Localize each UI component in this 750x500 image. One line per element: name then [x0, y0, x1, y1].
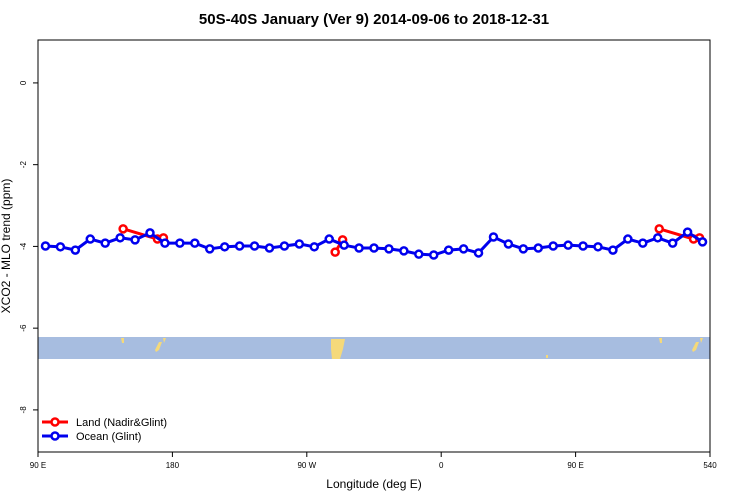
- data-point: [115, 233, 125, 243]
- data-point: [533, 243, 544, 253]
- x-tick-label: 90 W: [297, 461, 316, 470]
- x-axis-label: Longitude (deg E): [326, 477, 421, 491]
- data-point: [608, 245, 618, 255]
- x-tick-label: 90 E: [30, 461, 46, 470]
- data-point: [70, 245, 81, 255]
- data-point: [667, 238, 678, 248]
- data-point: [330, 247, 340, 257]
- data-point: [175, 238, 185, 248]
- legend-marker: [50, 417, 60, 427]
- data-point: [264, 243, 275, 253]
- data-point: [354, 243, 364, 253]
- x-tick-label: 0: [439, 461, 444, 470]
- data-point: [623, 234, 633, 244]
- legend: Land (Nadir&Glint) Ocean (Glint): [42, 417, 167, 443]
- data-point: [249, 241, 260, 251]
- legend-label: Land (Nadir&Glint): [76, 417, 167, 429]
- data-point: [100, 238, 110, 248]
- x-tick-label: 180: [166, 461, 180, 470]
- y-tick-label: 0: [19, 80, 28, 85]
- data-point: [204, 244, 215, 254]
- x-tick-label: 90 E: [567, 461, 583, 470]
- legend-marker: [50, 431, 60, 441]
- data-point: [294, 239, 305, 249]
- y-tick-label: -2: [19, 161, 28, 169]
- data-point: [428, 250, 439, 260]
- data-point: [324, 234, 334, 244]
- data-point: [219, 242, 230, 252]
- data-point: [145, 228, 155, 238]
- data-point: [130, 235, 140, 245]
- data-point: [682, 227, 693, 237]
- ocean-band: [38, 337, 710, 359]
- data-point: [190, 238, 200, 248]
- data-point: [234, 241, 245, 251]
- data-point: [593, 242, 603, 252]
- data-point: [339, 240, 349, 250]
- map-strip: [38, 337, 710, 359]
- data-point: [55, 242, 66, 252]
- data-point: [458, 244, 469, 254]
- data-point: [503, 239, 514, 249]
- data-point: [697, 237, 708, 247]
- data-point: [548, 241, 558, 251]
- y-tick-label: -4: [19, 242, 28, 250]
- data-point: [369, 243, 379, 253]
- data-point: [160, 238, 170, 248]
- data-point: [384, 244, 394, 254]
- data-point: [638, 238, 648, 248]
- data-point: [488, 232, 499, 242]
- x-tick-label: 540: [703, 461, 717, 470]
- y-tick-label: -8: [19, 406, 28, 414]
- data-point: [309, 242, 320, 252]
- data-point: [473, 248, 484, 258]
- data-point: [414, 249, 424, 259]
- y-tick-label: -6: [19, 324, 28, 332]
- data-point: [652, 233, 663, 243]
- chart-title: 50S-40S January (Ver 9) 2014-09-06 to 20…: [199, 11, 549, 28]
- data-point: [399, 246, 409, 256]
- data-point: [518, 244, 529, 254]
- data-point: [85, 234, 96, 244]
- data-point: [279, 241, 290, 251]
- data-point: [578, 241, 588, 251]
- data-point: [443, 245, 454, 255]
- y-axis-label: XCO2 - MLO trend (ppm): [0, 179, 13, 314]
- legend-label: Ocean (Glint): [76, 431, 141, 443]
- data-point: [563, 240, 573, 250]
- data-point: [654, 224, 664, 234]
- data-point: [118, 224, 128, 234]
- data-point: [40, 241, 51, 251]
